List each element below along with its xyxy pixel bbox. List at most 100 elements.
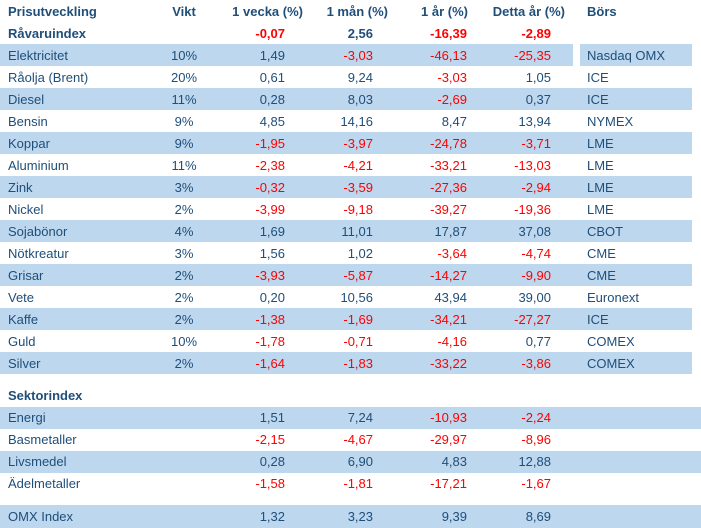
cell-value: 12,88 <box>518 454 551 469</box>
cell-value: -1,67 <box>521 476 551 491</box>
table-row: Råolja (Brent) 20% 0,61 9,24 -3,03 1,05 ICE <box>0 66 701 88</box>
table-body: Råvaruindex -0,07 2,56 -16,39 -2,89 Elektrici… <box>0 22 701 528</box>
table-row: Energi 1,51 7,24 -10,93 -2,24 <box>0 406 701 429</box>
cell-value: -34,21 <box>430 311 467 327</box>
cell-weight: 9% <box>174 135 194 151</box>
cell-value: 39,00 <box>518 289 551 305</box>
cell-value: -17,21 <box>430 476 467 491</box>
cell-value: 2,56 <box>347 25 373 41</box>
cell-value: -9,90 <box>521 267 551 283</box>
cell-name: OMX Index <box>8 509 74 524</box>
cell-value: 7,24 <box>347 410 373 425</box>
cell-value: -39,27 <box>430 201 467 217</box>
cell-value: 0,61 <box>259 69 285 85</box>
cell-value: 6,90 <box>347 454 373 469</box>
section-title: Sektorindex <box>8 388 83 403</box>
table-row: Nickel 2% -3,99 -9,18 -39,27 -19,36 LME <box>0 198 701 220</box>
cell-name: Kaffe <box>8 311 39 327</box>
cell-value: -1,83 <box>343 355 373 371</box>
cell-name: Diesel <box>8 91 45 107</box>
table-row: Basmetaller -2,15 -4,67 -29,97 -8,96 <box>0 429 701 451</box>
cell-exchange: LME <box>587 179 614 195</box>
cell-name: Råolja (Brent) <box>8 69 89 85</box>
cell-value: -14,27 <box>430 267 467 283</box>
cell-value: 8,47 <box>441 113 467 129</box>
table-row: Aluminium 11% -2,38 -4,21 -33,21 -13,03 LME <box>0 154 701 176</box>
cell-weight: 3% <box>174 245 194 261</box>
cell-value: 0,77 <box>525 333 551 349</box>
cell-name: Vete <box>8 289 35 305</box>
column-header-vikt: Vikt <box>172 3 196 19</box>
spacer-row <box>0 374 701 385</box>
cell-value: 0,37 <box>525 91 551 107</box>
cell-name: Nickel <box>8 201 44 217</box>
cell-exchange: NYMEX <box>587 113 634 129</box>
cell-value: 43,94 <box>434 289 467 305</box>
cell-name: Aluminium <box>8 157 69 173</box>
table-row: Nötkreatur 3% 1,56 1,02 -3,64 -4,74 CME <box>0 242 701 264</box>
column-header-bors: Börs <box>587 3 617 19</box>
table-row: Koppar 9% -1,95 -3,97 -24,78 -3,71 LME <box>0 132 701 154</box>
cell-value: -2,24 <box>521 410 551 425</box>
cell-value: -13,03 <box>514 157 551 173</box>
table-row: Elektricitet 10% 1,49 -3,03 -46,13 -25,35 Nasd… <box>0 44 701 66</box>
cell-exchange: COMEX <box>587 355 635 371</box>
cell-value: -4,74 <box>521 245 551 261</box>
cell-value: 8,03 <box>347 91 373 107</box>
cell-value: 4,83 <box>441 454 467 469</box>
cell-value: -1,64 <box>255 355 285 371</box>
section-title-row: Sektorindex <box>0 385 701 407</box>
cell-exchange: LME <box>587 201 614 217</box>
cell-value: 1,56 <box>259 245 285 261</box>
column-header-detta-ar: Detta år (%) <box>492 3 565 19</box>
cell-weight: 2% <box>174 201 194 217</box>
table-row: Livsmedel 0,28 6,90 4,83 12,88 <box>0 450 701 473</box>
cell-value: -25,35 <box>514 47 551 63</box>
cell-weight: 10% <box>170 333 198 349</box>
cell-value: 3,23 <box>347 509 373 524</box>
cell-value: -3,97 <box>343 135 373 151</box>
index-summary-row: Råvaruindex -0,07 2,56 -16,39 -2,89 <box>0 22 701 44</box>
cell-value: -1,58 <box>255 476 285 491</box>
cell-weight: 11% <box>171 157 197 173</box>
cell-value: -3,99 <box>255 201 285 217</box>
cell-value: 1,49 <box>259 47 285 63</box>
cell-value: -19,36 <box>514 201 551 217</box>
cell-value: -8,96 <box>521 432 551 447</box>
cell-value: 8,69 <box>525 509 551 524</box>
cell-name: Elektricitet <box>8 47 68 63</box>
column-header-1-man: 1 mån (%) <box>326 3 388 19</box>
cell-value: 0,28 <box>259 454 285 469</box>
cell-weight: 2% <box>174 355 194 371</box>
cell-value: 1,05 <box>525 69 551 85</box>
cell-weight: 4% <box>174 223 194 239</box>
cell-weight: 9% <box>174 113 194 129</box>
cell-value: 11,01 <box>341 223 373 239</box>
cell-weight: 3% <box>174 179 194 195</box>
table-row: Silver 2% -1,64 -1,83 -33,22 -3,86 COMEX <box>0 352 701 374</box>
cell-name: Ädelmetaller <box>8 476 81 491</box>
cell-value: -3,03 <box>343 47 373 63</box>
cell-value: -3,93 <box>255 267 285 283</box>
table-row: Vete 2% 0,20 10,56 43,94 39,00 Euronext <box>0 286 701 308</box>
cell-exchange: ICE <box>587 69 609 85</box>
cell-value: -1,38 <box>255 311 285 327</box>
cell-name: Grisar <box>8 267 44 283</box>
cell-value: -3,03 <box>437 69 467 85</box>
spacer-row <box>0 495 701 506</box>
cell-value: 37,08 <box>518 223 551 239</box>
cell-value: -0,71 <box>343 333 373 349</box>
cell-value: 1,02 <box>347 245 373 261</box>
cell-value: -1,69 <box>343 311 373 327</box>
cell-exchange: LME <box>587 135 614 151</box>
table-row: OMX Index 1,32 3,23 9,39 8,69 <box>0 505 701 528</box>
cell-name: Guld <box>8 333 36 349</box>
cell-value: -29,97 <box>430 432 467 447</box>
cell-value: 0,28 <box>259 91 285 107</box>
cell-value: -3,86 <box>521 355 551 371</box>
cell-name: Basmetaller <box>8 432 77 447</box>
cell-value: 9,24 <box>347 69 373 85</box>
column-header-prisutveckling: Prisutveckling <box>8 3 97 19</box>
cell-exchange: LME <box>587 157 614 173</box>
